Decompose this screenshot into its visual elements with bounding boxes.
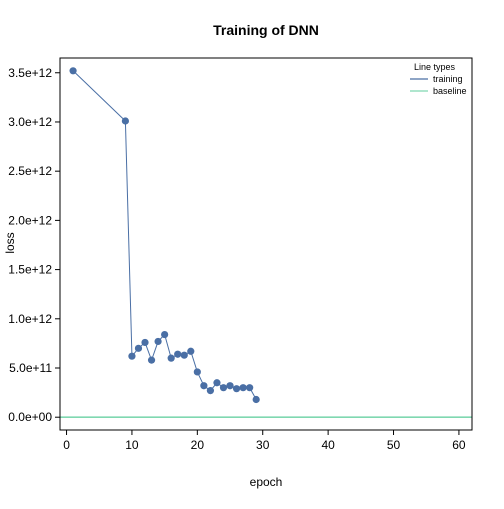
x-tick-label-10: 10 (125, 438, 139, 452)
plot-frame (59, 57, 473, 431)
x-tick-label-20: 20 (191, 438, 205, 452)
training-point-20 (239, 384, 247, 392)
training-point-16 (213, 379, 221, 387)
training-point-7 (154, 337, 162, 346)
training-point-4 (134, 344, 143, 352)
plot-area (60, 67, 472, 419)
x-tick-label-0: 0 (63, 438, 70, 452)
y-tick-label-2: 1.0e+12 (8, 312, 52, 326)
x-tick-label-30: 30 (256, 438, 270, 452)
training-point-3 (128, 352, 136, 360)
y-tick-label-1: 5.0e+11 (9, 361, 52, 375)
training-point-18 (226, 382, 234, 390)
x-tick-label-50: 50 (387, 438, 401, 452)
training-point-14 (200, 382, 208, 390)
training-point-12 (187, 347, 195, 355)
training-point-11 (180, 351, 188, 359)
training-point-21 (246, 384, 254, 392)
training-point-5 (141, 338, 149, 347)
training-point-8 (161, 330, 169, 339)
y-tick-label-3: 1.5e+12 (8, 263, 52, 277)
training-point-1 (69, 67, 77, 75)
training-point-17 (219, 384, 228, 392)
x-axis-title: epoch (250, 475, 283, 489)
y-tick-label-0: 0.0e+00 (8, 410, 52, 424)
legend-label-baseline: baseline (433, 86, 467, 96)
training-point-13 (193, 368, 201, 376)
training-point-9 (167, 354, 175, 362)
training-point-10 (174, 350, 182, 358)
training-line (72, 70, 257, 400)
chart-title: Training of DNN (213, 22, 319, 38)
x-tick-label-60: 60 (452, 438, 466, 452)
training-point-2 (121, 117, 129, 125)
training-point-15 (206, 387, 215, 395)
legend-title: Line types (414, 62, 456, 72)
training-point-19 (232, 385, 241, 393)
training-point-22 (252, 395, 260, 404)
y-tick-label-7: 3.5e+12 (8, 66, 52, 80)
axes: 0 10 20 30 40 50 60 0.0e+00 5.0e+11 1.0e+12 1.5e+1… (8, 66, 466, 452)
legend-label-training: training (433, 74, 463, 84)
y-axis-title: loss (3, 232, 17, 253)
legend: Line types training baseline (410, 62, 467, 96)
y-tick-label-6: 3.0e+12 (8, 115, 52, 129)
training-point-6 (147, 356, 156, 364)
y-tick-label-5: 2.5e+12 (8, 164, 52, 178)
y-tick-label-4: 2.0e+12 (8, 213, 52, 227)
x-tick-label-40: 40 (321, 438, 335, 452)
